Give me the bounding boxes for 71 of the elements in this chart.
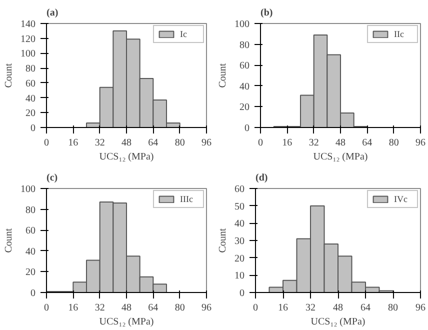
- y-tick-label: 60: [26, 226, 36, 237]
- x-tick-label: 80: [174, 302, 185, 314]
- x-tick-label: 16: [68, 302, 78, 314]
- y-tick-label: 30: [234, 236, 244, 247]
- x-tick-label: 0: [44, 302, 49, 314]
- y-tick-label: 100: [20, 184, 36, 195]
- y-tick-label: 120: [20, 34, 36, 45]
- y-tick-label: 50: [234, 201, 244, 212]
- x-tick-label: 32: [94, 138, 105, 148]
- y-axis-title: Count: [218, 63, 228, 88]
- y-tick-label: 60: [26, 78, 36, 90]
- x-tick-label: 96: [202, 302, 212, 314]
- x-tick-label: 64: [362, 138, 372, 148]
- x-tick-label: 96: [416, 138, 426, 148]
- x-tick-label: 96: [416, 302, 426, 314]
- y-tick-label: 100: [20, 48, 36, 60]
- x-tick-label: 16: [278, 302, 288, 314]
- x-tick-label: 64: [360, 302, 370, 314]
- chart-title: (b): [260, 8, 273, 18]
- y-tick-label: 0: [240, 288, 244, 299]
- x-tick-label: 32: [94, 302, 105, 314]
- x-tick-label: 16: [282, 138, 292, 148]
- x-tick-label: 48: [122, 138, 132, 148]
- y-tick-label: 20: [234, 253, 244, 264]
- y-tick-label: 20: [26, 267, 36, 278]
- x-tick-label: 16: [68, 138, 78, 148]
- x-axis-title: UCS₁₂ (MPa): [99, 152, 154, 162]
- x-tick-label: 0: [258, 138, 263, 148]
- chart-title: (a): [46, 8, 58, 18]
- x-tick-label: 80: [174, 138, 185, 148]
- y-tick-label: 20: [240, 102, 250, 114]
- y-tick-label: 40: [234, 218, 244, 230]
- y-axis-title: Count: [218, 228, 228, 253]
- y-tick-label: 20: [26, 108, 36, 120]
- y-tick-label: 80: [26, 204, 36, 216]
- legend-label: Ic: [180, 29, 188, 39]
- chart-title: (c): [46, 172, 58, 184]
- y-tick-label: 100: [234, 19, 250, 30]
- x-tick-label: 64: [148, 138, 158, 148]
- legend-label: IIIc: [180, 194, 194, 204]
- x-tick-label: 80: [388, 302, 398, 314]
- x-axis-title: UCS₁₂ (MPa): [310, 316, 366, 328]
- y-axis-title: Count: [4, 63, 14, 88]
- legend-label: IVc: [394, 194, 408, 204]
- y-tick-label: 80: [26, 64, 36, 75]
- y-tick-label: 60: [234, 184, 244, 195]
- chart-title: (d): [256, 172, 268, 184]
- x-tick-label: 96: [202, 138, 212, 148]
- y-tick-label: 40: [240, 81, 250, 92]
- x-tick-label: 0: [44, 138, 49, 148]
- x-tick-label: 32: [308, 138, 319, 148]
- y-tick-label: 10: [234, 270, 244, 282]
- x-axis-title: UCS₁₂ (MPa): [313, 152, 368, 162]
- y-tick-label: 60: [240, 60, 250, 72]
- x-tick-label: 48: [336, 138, 346, 148]
- legend-label: IIc: [394, 29, 405, 39]
- x-tick-label: 80: [388, 138, 399, 148]
- y-tick-label: 80: [240, 40, 250, 51]
- x-axis-title: UCS₁₂ (MPa): [99, 316, 154, 328]
- x-tick-label: 0: [253, 302, 258, 314]
- x-tick-label: 64: [148, 302, 158, 314]
- x-tick-label: 32: [306, 302, 316, 314]
- y-tick-label: 40: [26, 93, 36, 104]
- y-tick-label: 140: [20, 19, 36, 30]
- x-tick-label: 48: [333, 302, 343, 314]
- y-tick-label: 0: [244, 123, 250, 134]
- y-axis-title: Count: [4, 228, 14, 253]
- y-tick-label: 0: [30, 288, 36, 299]
- x-tick-label: 48: [122, 302, 132, 314]
- y-tick-label: 0: [30, 123, 36, 134]
- y-tick-label: 40: [26, 246, 36, 258]
